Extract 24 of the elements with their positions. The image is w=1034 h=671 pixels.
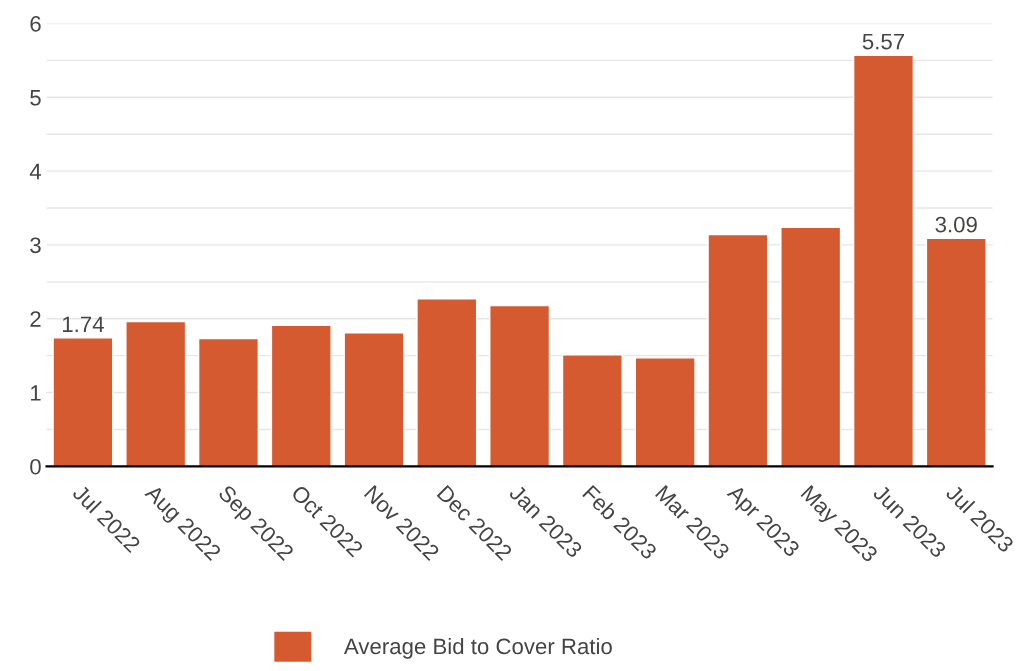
- y-tick-label: 4: [29, 163, 42, 180]
- y-tick-label: 0: [30, 458, 41, 475]
- data-label: 5.57: [862, 33, 904, 50]
- bar: [125, 320, 187, 467]
- bar: [634, 357, 696, 467]
- bar: [343, 332, 405, 467]
- bar: [197, 337, 260, 467]
- y-tick-label: 2: [30, 311, 41, 327]
- bar: [52, 337, 114, 467]
- y-tick-label: 1: [31, 385, 41, 401]
- y-tick-label: 6: [30, 16, 41, 32]
- bar: [852, 54, 915, 467]
- bar: [270, 324, 332, 467]
- bar: [707, 233, 769, 467]
- bar: [925, 237, 987, 467]
- bar: [780, 226, 842, 467]
- bar: [561, 354, 623, 467]
- y-tick-label: 3: [30, 237, 41, 254]
- legend-label: Average Bid to Cover Ratio: [343, 637, 612, 659]
- bar: [416, 298, 478, 467]
- data-label: 1.74: [62, 316, 104, 332]
- data-label: 3.09: [935, 216, 977, 233]
- bar: [489, 304, 551, 467]
- y-tick-label: 5: [30, 90, 41, 106]
